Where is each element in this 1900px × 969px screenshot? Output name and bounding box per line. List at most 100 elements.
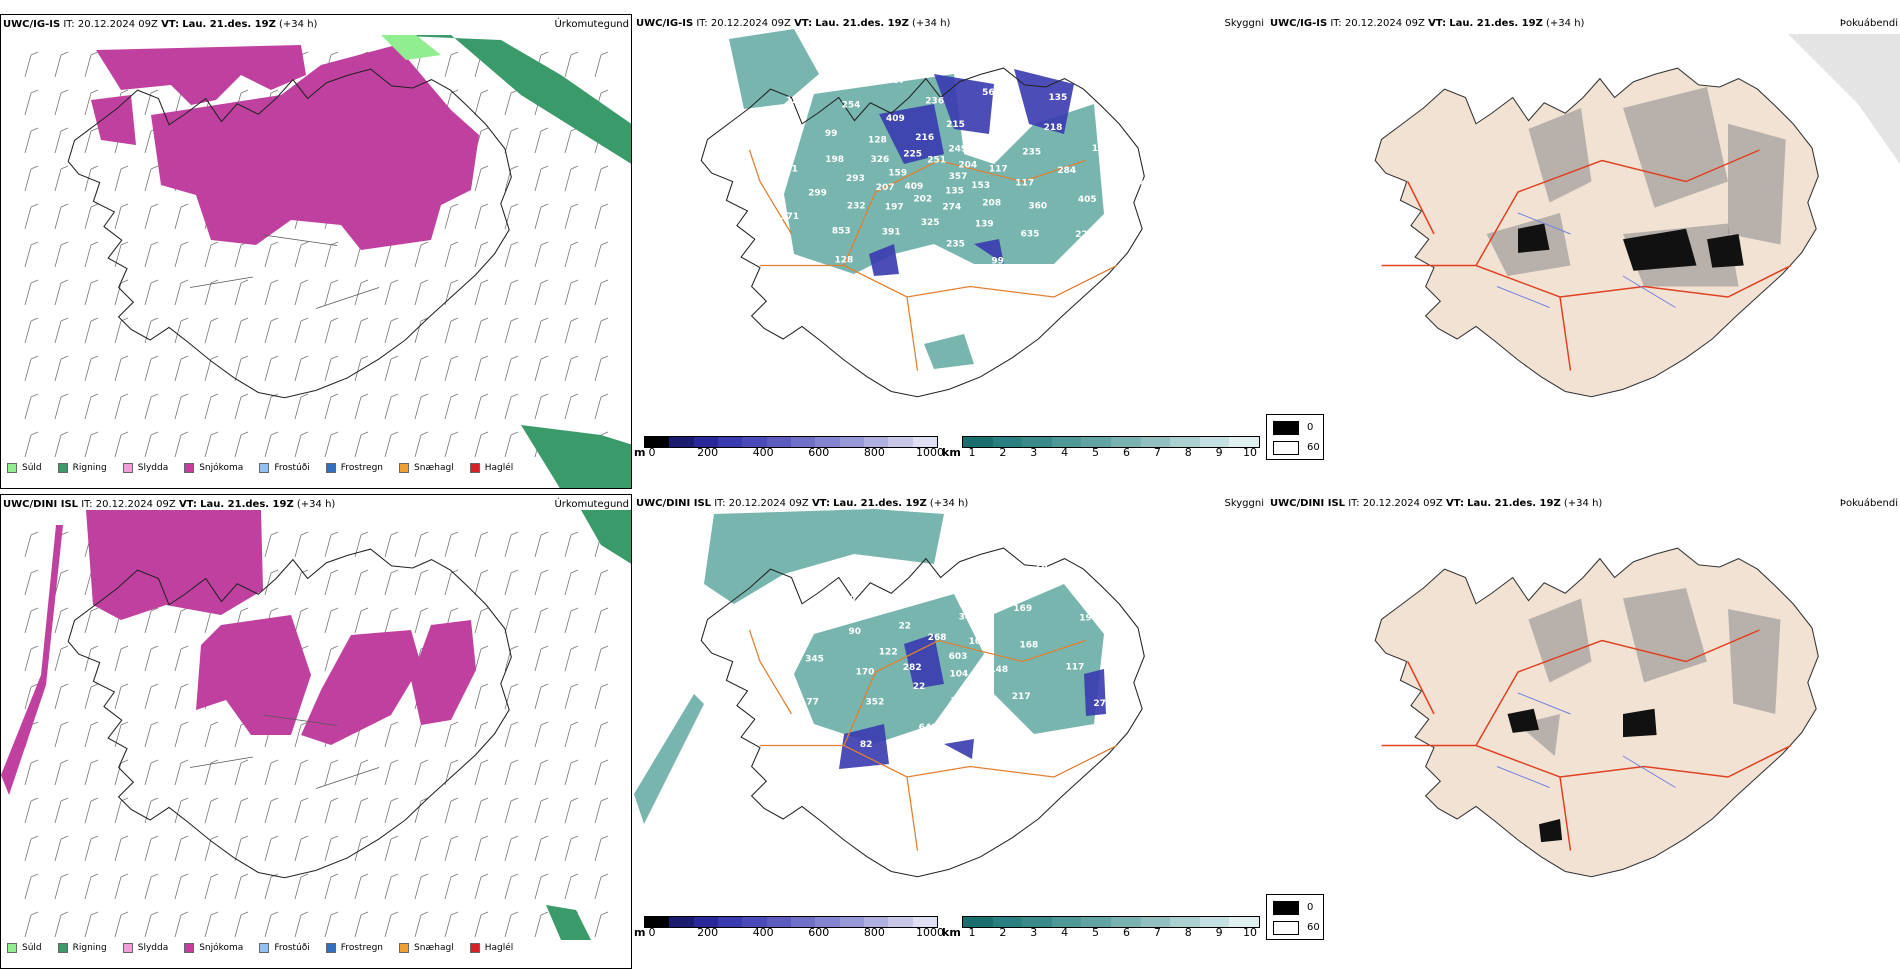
fog-low-swatch <box>1273 921 1299 935</box>
low-cloud-area <box>879 104 944 164</box>
snow-area <box>86 510 263 620</box>
wind-barb <box>324 531 339 558</box>
precip-legend-item: Snjókoma <box>184 463 243 473</box>
cloud-base-height-label: 232 <box>847 201 866 211</box>
precip-legend-label: Frostregn <box>340 463 384 473</box>
coastline <box>700 67 1145 398</box>
wind-barb <box>564 873 579 900</box>
cloud-base-height-label: 216 <box>915 133 934 143</box>
precip-legend-item: Frostúði <box>259 943 310 953</box>
wind-barb <box>24 51 39 78</box>
wind-barb <box>174 393 189 420</box>
precip-type-map <box>24 35 631 488</box>
cloud-base-height-label: 104 <box>950 670 969 680</box>
land-area <box>1374 547 1819 878</box>
wind-barb <box>384 355 399 382</box>
wind-barb <box>534 531 549 558</box>
visibility-area <box>784 74 1104 274</box>
wind-barb <box>144 911 159 938</box>
snow-area <box>411 620 476 725</box>
wind-barb <box>444 873 459 900</box>
colorbar-tick-label: 5 <box>1092 446 1100 459</box>
wind-barb <box>114 203 129 230</box>
low-cloud-area <box>944 739 974 759</box>
colorbar-swatch <box>1229 437 1259 447</box>
colorbar-tick-label: 600 <box>808 446 830 459</box>
cloud-base-height-label: 26 <box>1035 562 1048 572</box>
wind-barb <box>324 279 339 306</box>
wind-barb <box>594 645 609 672</box>
precip-panel-top: UWC/IG-IS IT: 20.12.2024 09Z VT: Lau. 21… <box>0 14 632 489</box>
wind-barb <box>24 431 39 458</box>
precip-legend-swatch <box>469 943 480 953</box>
wind-barb <box>384 569 399 596</box>
wind-barb <box>24 683 39 710</box>
low-cloud-area <box>839 724 889 769</box>
colorbar-tick-label: 800 <box>863 926 885 939</box>
height-colorbar-unit: m <box>634 926 646 939</box>
wind-barb <box>564 51 579 78</box>
wind-barb <box>114 797 129 824</box>
panel-title: Skyggni <box>1224 498 1264 509</box>
wind-barb <box>534 203 549 230</box>
cloud-base-height-label: 169 <box>1013 604 1032 614</box>
wind-barb <box>204 355 219 382</box>
wind-barb <box>264 911 279 938</box>
cloud-base-height-label: 311 <box>983 141 1002 151</box>
snow-area <box>301 630 421 745</box>
wind-barb <box>54 431 69 458</box>
wind-barb <box>114 721 129 748</box>
wind-barb <box>414 607 429 634</box>
cloud-base-height-label: 159 <box>888 169 907 179</box>
wind-barb <box>84 721 99 748</box>
colorbar-swatch <box>766 437 791 447</box>
wind-barb <box>414 355 429 382</box>
wind-barb <box>444 531 459 558</box>
fog-shading <box>1728 123 1786 245</box>
cloud-base-height-label: 128 <box>835 255 854 265</box>
wind-barb <box>294 241 309 268</box>
wind-barb <box>564 797 579 824</box>
wind-barb <box>204 797 219 824</box>
cloud-base-height-label: 27 <box>1093 699 1106 709</box>
wind-barb <box>534 355 549 382</box>
river-network <box>1496 212 1676 308</box>
wind-barb <box>54 607 69 634</box>
wind-barb <box>384 759 399 786</box>
wind-barb <box>294 607 309 634</box>
colorbar-tick-label: 4 <box>1061 446 1069 459</box>
wind-barb <box>384 835 399 862</box>
colorbar-swatch <box>669 437 694 447</box>
colorbar-tick-label: 1000 <box>916 926 944 939</box>
precip-legend-swatch <box>259 943 270 953</box>
wind-barb <box>204 873 219 900</box>
wind-barb <box>264 431 279 458</box>
colorbar-tick-label: 6 <box>1122 926 1130 939</box>
precip-legend-label: Rigning <box>72 463 107 473</box>
precip-legend-swatch <box>184 463 195 473</box>
wind-barb <box>234 279 249 306</box>
wind-barb <box>174 203 189 230</box>
wind-barb <box>354 911 369 938</box>
precip-legend-swatch <box>57 943 68 953</box>
cloud-base-height-label: 308 <box>1004 727 1023 737</box>
wind-barb <box>564 645 579 672</box>
colorbar-swatch <box>693 917 718 927</box>
wind-barb <box>234 873 249 900</box>
wind-barb <box>444 355 459 382</box>
cloud-base-height-label: 254 <box>842 101 861 111</box>
colorbar-swatch <box>1051 437 1082 447</box>
wind-barb <box>144 797 159 824</box>
colorbar-tick-label: 9 <box>1215 926 1223 939</box>
visibility-area <box>634 694 704 824</box>
wind-barb <box>474 393 489 420</box>
visibility-area <box>794 594 984 744</box>
colorbar-tick-label: 200 <box>697 926 719 939</box>
wind-barb <box>384 873 399 900</box>
snow-area <box>196 615 311 735</box>
wind-barb <box>354 607 369 634</box>
wind-barb <box>354 873 369 900</box>
wind-barb <box>474 355 489 382</box>
wind-barb <box>594 607 609 634</box>
wind-barb <box>144 721 159 748</box>
